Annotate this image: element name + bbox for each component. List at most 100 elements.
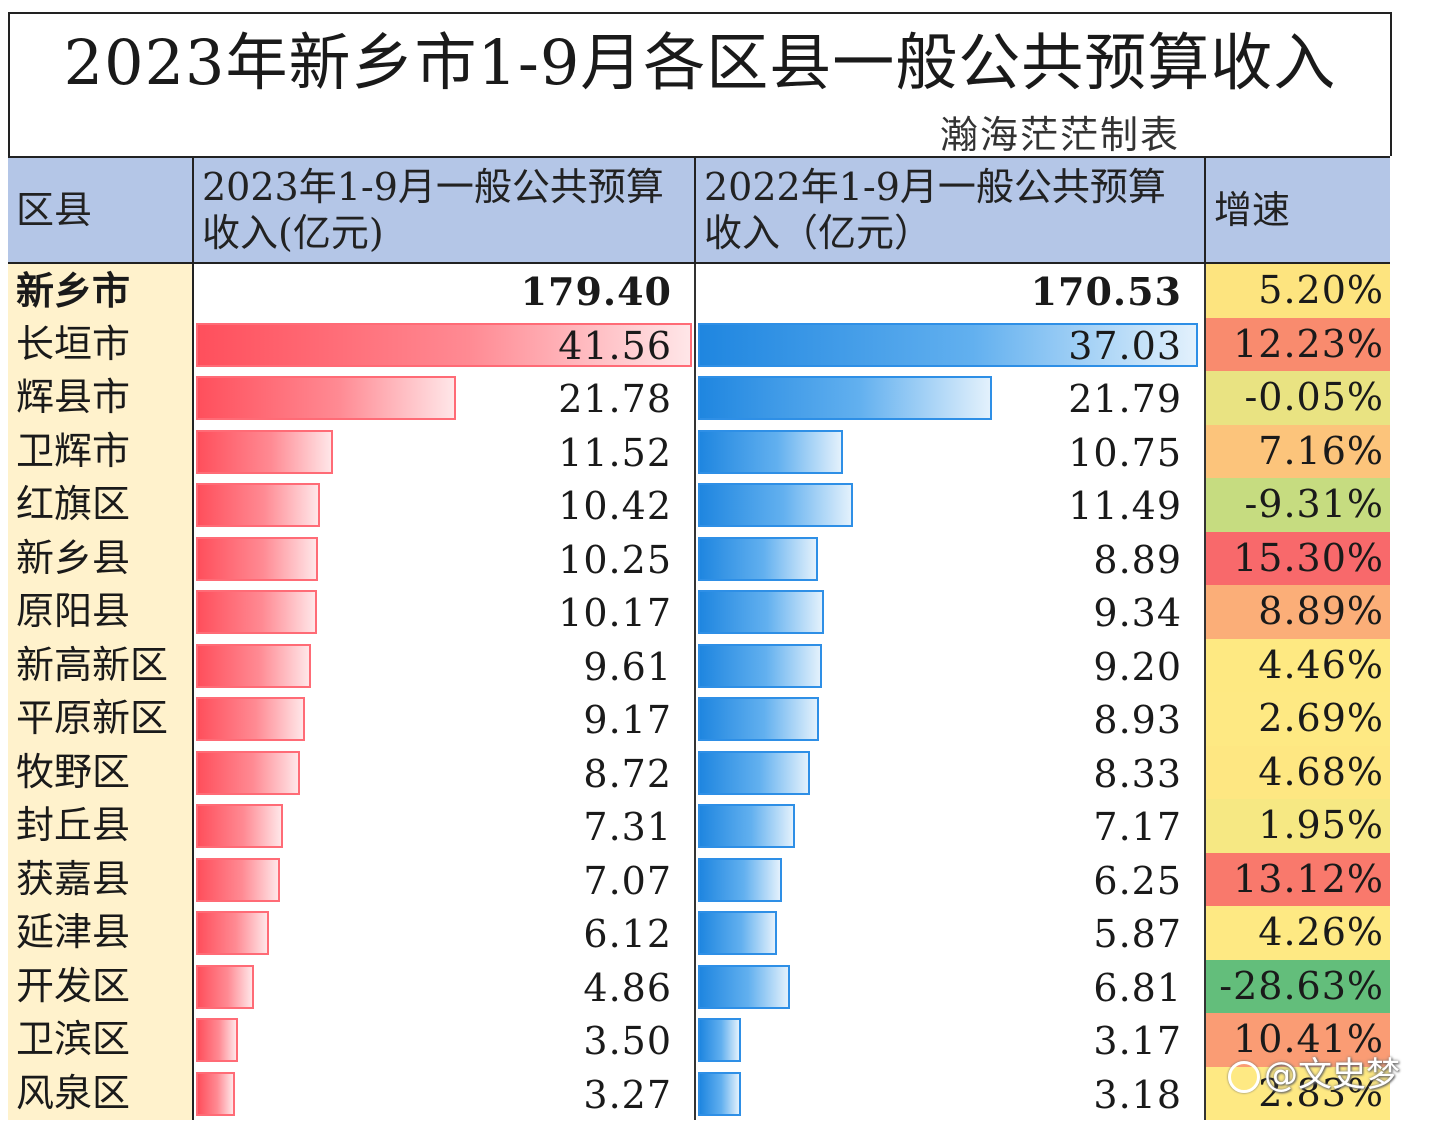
bar-2023 [196,697,306,741]
header-2023: 2023年1-9月一般公共预算收入(亿元) [194,158,696,262]
value-label-2022: 7.17 [1093,805,1182,849]
bar-2023 [196,857,281,902]
value-cell-2022: 5.87 [696,906,1204,960]
value-label-2023: 21.78 [558,377,672,421]
bar-2023 [196,1071,236,1116]
value-cell-2022: 170.53 [696,264,1204,318]
value-label-2023: 9.61 [583,644,672,689]
bar-2023 [196,964,254,1009]
value-label-2023: 10.25 [558,537,672,582]
value-label-2022: 10.75 [1068,430,1182,475]
bar-2023 [196,483,321,527]
value-cell-2023: 9.61 [194,639,694,693]
growth-cell: 2.69% [1206,692,1390,746]
header-district: 区县 [8,158,194,262]
bar-2023 [196,750,301,795]
value-label-2022: 8.93 [1093,698,1182,742]
district-name: 封丘县 [16,803,131,847]
value-label-2023: 9.17 [583,698,672,742]
value-cell-2022: 3.17 [696,1013,1204,1067]
district-name: 卫辉市 [16,428,131,473]
table-title: 2023年新乡市1-9月各区县一般公共预算收入 [8,12,1392,102]
district-name: 卫滨区 [16,1017,131,1061]
bar-2022 [698,483,854,527]
value-cell-2023: 41.56 [194,318,694,372]
bar-2023 [196,322,692,367]
value-cell-2023: 10.25 [194,532,694,586]
growth-column: 5.20% 12.23% -0.05% 7.16% -9.31% 15.30% 8.89% 4… [1206,264,1390,1120]
value-cell-2023: 7.07 [194,853,694,907]
bar-2022 [698,322,1198,367]
district-name: 辉县市 [16,375,131,419]
value-label-2023: 8.72 [583,751,672,796]
header-growth: 增速 [1214,188,1291,232]
growth-cell: 7.16% [1206,424,1390,478]
district-name: 平原新区 [16,696,169,740]
value-label-2022: 3.18 [1093,1072,1182,1117]
credit-row: 瀚海茫茫制表 [8,100,1392,157]
header-row: 区县 2023年1-9月一般公共预算收入(亿元) 2022年1-9月一般公共预算… [8,156,1390,264]
values-2023-column: 179.40 41.56 21.78 11.52 10.42 10.25 10.17 9.61… [194,264,696,1120]
district-name: 开发区 [16,963,131,1008]
growth-cell: 4.26% [1206,906,1390,960]
value-cell-2022: 8.33 [696,746,1204,800]
district-name: 获嘉县 [16,856,131,901]
district-name: 长垣市 [16,321,131,366]
district-name: 新乡市 [16,268,131,313]
value-label-2022: 37.03 [1068,323,1182,368]
growth-cell: 4.68% [1206,745,1390,799]
value-label-2023: 10.17 [558,591,672,635]
growth-cell: 10.41% [1206,1013,1390,1067]
value-cell-2022: 11.49 [696,478,1204,532]
value-label-2022: 9.20 [1093,644,1182,689]
district-name: 新高新区 [16,642,169,687]
value-label-2023: 4.86 [583,965,672,1010]
value-cell-2023: 7.31 [194,799,694,853]
value-cell-2023: 3.50 [194,1013,694,1067]
value-cell-2022: 6.25 [696,853,1204,907]
bar-2022 [698,911,778,955]
district-name: 红旗区 [16,482,131,526]
bar-2023 [196,1018,238,1062]
bar-2023 [196,590,318,634]
value-label-2022: 6.25 [1093,858,1182,903]
watermark-text: @文史梦 [1264,1055,1400,1095]
value-cell-2022: 10.75 [696,425,1204,479]
value-label-2022: 170.53 [1030,269,1182,314]
value-cell-2022: 9.34 [696,585,1204,639]
value-cell-2023: 11.52 [194,425,694,479]
value-cell-2023: 9.17 [194,692,694,746]
bar-2022 [698,1071,741,1116]
value-label-2022: 5.87 [1093,912,1182,956]
value-cell-2023: 21.78 [194,371,694,425]
value-label-2023: 3.27 [583,1072,672,1117]
watermark: @文史梦 [1228,1047,1400,1096]
bar-2022 [698,590,825,634]
value-label-2022: 8.89 [1093,537,1182,582]
bar-2022 [698,1018,741,1062]
district-name: 延津县 [16,910,131,954]
value-label-2023: 7.07 [583,858,672,903]
value-label-2023: 7.31 [583,805,672,849]
value-label-2023: 11.52 [558,430,672,475]
value-label-2022: 9.34 [1093,591,1182,635]
value-label-2022: 11.49 [1068,484,1182,528]
value-label-2022: 8.33 [1093,751,1182,796]
bar-2022 [698,697,819,741]
value-cell-2023: 10.42 [194,478,694,532]
value-label-2023: 179.40 [520,269,672,314]
bar-2022 [698,804,795,848]
value-label-2023: 6.12 [583,912,672,956]
bar-2023 [196,643,311,688]
growth-cell: -28.63% [1206,959,1390,1013]
value-cell-2023: 4.86 [194,960,694,1014]
bar-2022 [698,376,993,420]
growth-cell: 5.20% [1206,264,1390,318]
bar-2022 [698,857,783,902]
bar-2022 [698,429,844,474]
district-column: 新乡市 长垣市 辉县市 卫辉市 红旗区 新乡县 原阳县 新高新区 平原新区 牧野区 封丘县 获嘉县 延津… [8,264,194,1120]
bar-2022 [698,964,790,1009]
value-cell-2022: 9.20 [696,639,1204,693]
values-2022-column: 170.53 37.03 21.79 10.75 11.49 8.89 9.34 9.20 8.… [696,264,1206,1120]
bar-2022 [698,643,823,688]
